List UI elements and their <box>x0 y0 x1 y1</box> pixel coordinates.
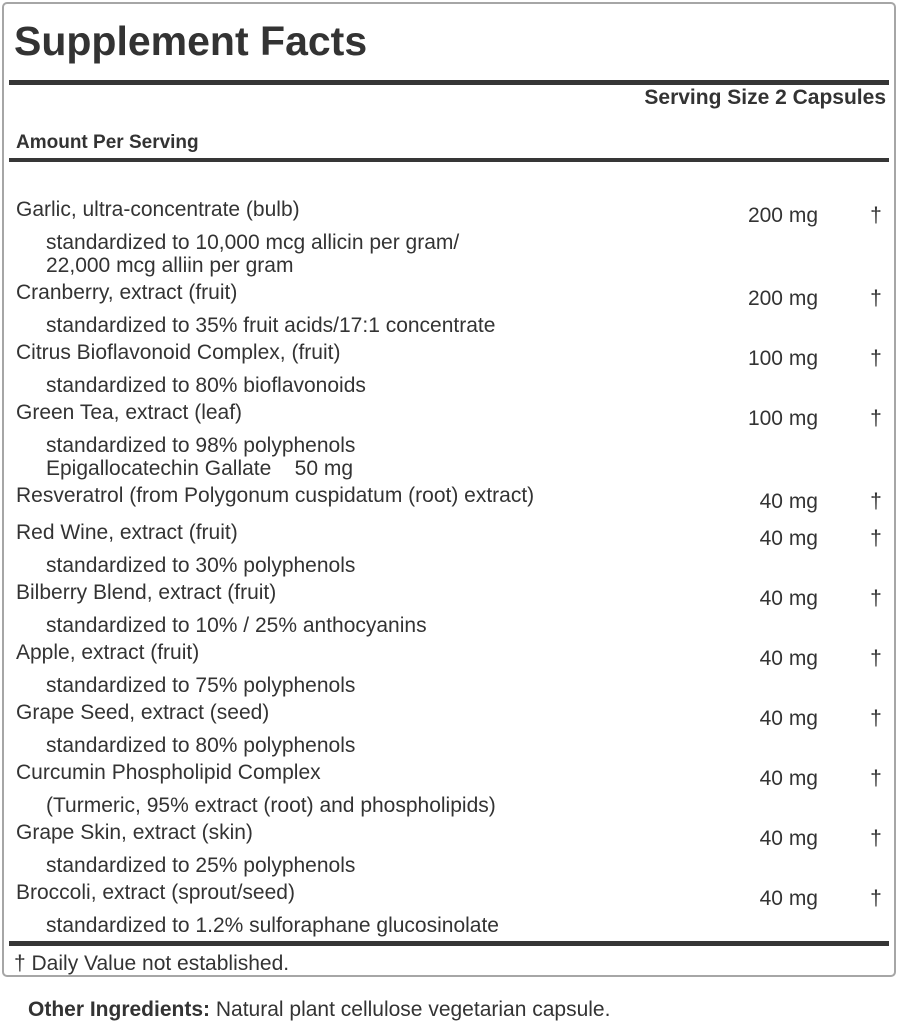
panel-title: Supplement Facts <box>14 18 368 64</box>
ingredient-row: Red Wine, extract (fruit) 40 mg † standa… <box>4 521 894 577</box>
other-ingredients-text: Natural plant cellulose vegetarian capsu… <box>210 998 611 1021</box>
ingredient-rows: Garlic, ultra-concentrate (bulb) 200 mg … <box>4 162 894 937</box>
ingredient-main-line: Resveratrol (from Polygonum cuspidatum (… <box>4 484 894 513</box>
daily-value-dagger: † <box>870 887 882 910</box>
ingredient-name: Garlic, ultra-concentrate (bulb) <box>16 198 300 221</box>
daily-value-dagger: † <box>870 707 882 730</box>
ingredient-name: Broccoli, extract (sprout/seed) <box>16 881 295 904</box>
ingredient-amount: 40 mg <box>759 887 818 910</box>
ingredient-detail-line: standardized to 30% polyphenols <box>46 554 356 577</box>
divider-under-header <box>9 158 889 162</box>
ingredient-detail-line: standardized to 80% polyphenols <box>46 734 356 757</box>
ingredient-details: standardized to 80% polyphenols <box>4 734 894 757</box>
ingredient-main-line: Citrus Bioflavonoid Complex, (fruit) 100… <box>4 341 894 370</box>
ingredient-detail-line: standardized to 80% bioflavonoids <box>46 374 366 397</box>
ingredient-detail-line: standardized to 25% polyphenols <box>46 854 356 877</box>
ingredient-main-line: Grape Skin, extract (skin) 40 mg † <box>4 821 894 850</box>
ingredient-amount: 200 mg <box>747 204 818 227</box>
ingredient-row: Green Tea, extract (leaf) 100 mg † stand… <box>4 401 894 480</box>
ingredient-details: standardized to 25% polyphenols <box>4 854 894 877</box>
daily-value-dagger: † <box>870 347 882 370</box>
ingredient-detail-line: standardized to 10,000 mcg allicin per g… <box>46 231 460 254</box>
amount-per-serving-header: Amount Per Serving <box>16 132 199 153</box>
ingredient-name: Curcumin Phospholipid Complex <box>16 761 321 784</box>
ingredient-row: Apple, extract (fruit) 40 mg † standardi… <box>4 641 894 697</box>
ingredient-detail-line: standardized to 98% polyphenols <box>46 434 356 457</box>
ingredient-amount: 100 mg <box>747 407 818 430</box>
ingredient-name: Resveratrol (from Polygonum cuspidatum (… <box>16 484 535 507</box>
ingredient-amount: 40 mg <box>759 527 818 550</box>
ingredient-row: Bilberry Blend, extract (fruit) 40 mg † … <box>4 581 894 637</box>
supplement-facts-panel: Supplement Facts Serving Size 2 Capsules… <box>2 2 896 977</box>
ingredient-amount: 40 mg <box>759 707 818 730</box>
daily-value-dagger: † <box>870 527 882 550</box>
ingredient-name: Bilberry Blend, extract (fruit) <box>16 581 277 604</box>
ingredient-details: (Turmeric, 95% extract (root) and phosph… <box>4 794 894 817</box>
ingredient-main-line: Broccoli, extract (sprout/seed) 40 mg † <box>4 881 894 910</box>
daily-value-dagger: † <box>870 587 882 610</box>
ingredient-name: Citrus Bioflavonoid Complex, (fruit) <box>16 341 341 364</box>
daily-value-dagger: † <box>870 287 882 310</box>
ingredient-amount: 40 mg <box>759 647 818 670</box>
ingredient-amount: 40 mg <box>759 767 818 790</box>
ingredient-main-line: Bilberry Blend, extract (fruit) 40 mg † <box>4 581 894 610</box>
ingredient-amount: 100 mg <box>747 347 818 370</box>
ingredient-row: Curcumin Phospholipid Complex 40 mg † (T… <box>4 761 894 817</box>
daily-value-footnote: † Daily Value not established. <box>14 952 290 975</box>
ingredient-detail-line: standardized to 35% fruit acids/17:1 con… <box>46 314 496 337</box>
ingredient-row: Resveratrol (from Polygonum cuspidatum (… <box>4 484 894 513</box>
ingredient-name: Grape Skin, extract (skin) <box>16 821 253 844</box>
ingredient-main-line: Green Tea, extract (leaf) 100 mg † <box>4 401 894 430</box>
ingredient-detail-line: standardized to 75% polyphenols <box>46 674 356 697</box>
ingredient-amount: 40 mg <box>759 827 818 850</box>
ingredient-row: Garlic, ultra-concentrate (bulb) 200 mg … <box>4 198 894 277</box>
ingredient-row: Broccoli, extract (sprout/seed) 40 mg † … <box>4 881 894 937</box>
daily-value-dagger: † <box>870 490 882 513</box>
ingredient-detail-line: Epigallocatechin Gallate 50 mg <box>46 457 354 480</box>
ingredient-details: standardized to 35% fruit acids/17:1 con… <box>4 314 894 337</box>
ingredient-main-line: Curcumin Phospholipid Complex 40 mg † <box>4 761 894 790</box>
divider-under-title <box>9 80 889 85</box>
ingredient-row: Cranberry, extract (fruit) 200 mg † stan… <box>4 281 894 337</box>
ingredient-row: Grape Seed, extract (seed) 40 mg † stand… <box>4 701 894 757</box>
ingredient-name: Green Tea, extract (leaf) <box>16 401 243 424</box>
ingredient-details: standardized to 30% polyphenols <box>4 554 894 577</box>
ingredient-main-line: Grape Seed, extract (seed) 40 mg † <box>4 701 894 730</box>
ingredient-details: standardized to 10% / 25% anthocyanins <box>4 614 894 637</box>
daily-value-dagger: † <box>870 407 882 430</box>
ingredient-name: Grape Seed, extract (seed) <box>16 701 270 724</box>
other-ingredients-label: Other Ingredients: <box>28 998 211 1021</box>
ingredient-name: Apple, extract (fruit) <box>16 641 200 664</box>
ingredient-main-line: Red Wine, extract (fruit) 40 mg † <box>4 521 894 550</box>
ingredient-main-line: Apple, extract (fruit) 40 mg † <box>4 641 894 670</box>
ingredient-detail-line: standardized to 1.2% sulforaphane glucos… <box>46 914 499 937</box>
ingredient-main-line: Cranberry, extract (fruit) 200 mg † <box>4 281 894 310</box>
ingredient-detail-line: standardized to 10% / 25% anthocyanins <box>46 614 427 637</box>
ingredient-row: Citrus Bioflavonoid Complex, (fruit) 100… <box>4 341 894 397</box>
ingredient-amount: 200 mg <box>747 287 818 310</box>
ingredient-details: standardized to 1.2% sulforaphane glucos… <box>4 914 894 937</box>
ingredient-details: standardized to 10,000 mcg allicin per g… <box>4 231 894 277</box>
daily-value-dagger: † <box>870 647 882 670</box>
ingredient-detail-line: (Turmeric, 95% extract (root) and phosph… <box>46 794 496 817</box>
ingredient-amount: 40 mg <box>759 490 818 513</box>
ingredient-details: standardized to 80% bioflavonoids <box>4 374 894 397</box>
daily-value-dagger: † <box>870 767 882 790</box>
daily-value-dagger: † <box>870 204 882 227</box>
ingredient-amount: 40 mg <box>759 587 818 610</box>
ingredient-details: standardized to 98% polyphenols Epigalloc… <box>4 434 894 480</box>
other-ingredients: Other Ingredients: Natural plant cellulo… <box>28 998 610 1021</box>
ingredient-row: Grape Skin, extract (skin) 40 mg † stand… <box>4 821 894 877</box>
ingredient-name: Cranberry, extract (fruit) <box>16 281 238 304</box>
serving-size: Serving Size 2 Capsules <box>644 86 886 109</box>
daily-value-dagger: † <box>870 827 882 850</box>
ingredient-name: Red Wine, extract (fruit) <box>16 521 238 544</box>
ingredient-main-line: Garlic, ultra-concentrate (bulb) 200 mg … <box>4 198 894 227</box>
ingredient-detail-line: 22,000 mcg alliin per gram <box>46 254 294 277</box>
ingredient-details: standardized to 75% polyphenols <box>4 674 894 697</box>
divider-above-footnote <box>9 941 889 946</box>
